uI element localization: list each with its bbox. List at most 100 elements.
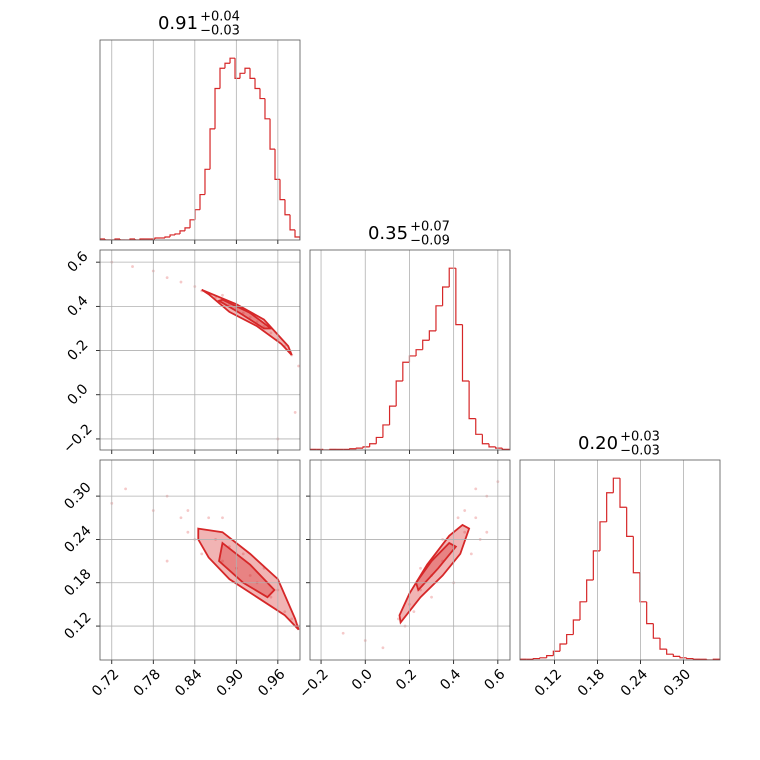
- sample-point: [419, 566, 422, 570]
- hist-step: [448, 267, 456, 287]
- hist-step: [532, 657, 540, 660]
- y-tick-label: 0.24: [61, 523, 94, 556]
- x-tick-label: 0.24: [618, 666, 651, 699]
- hist-step: [284, 199, 291, 216]
- x-tick-label: 0.78: [131, 666, 164, 699]
- title-upper: +0.04: [200, 10, 240, 25]
- hist-step: [199, 193, 205, 210]
- hist-step: [672, 654, 680, 657]
- x-tick-label: 0.30: [661, 666, 694, 699]
- panel-frame: [99, 459, 301, 661]
- hist-step: [408, 355, 417, 363]
- hist-step: [646, 601, 654, 625]
- sample-point: [131, 265, 134, 268]
- hist-step: [592, 550, 600, 580]
- panel-plot: [310, 267, 510, 450]
- hist-step: [659, 638, 667, 650]
- hist-step: [566, 633, 574, 644]
- panel-frame: [309, 249, 511, 451]
- x-tick-label: 0.6: [481, 666, 508, 693]
- hist-step: [224, 62, 231, 69]
- sample-point: [469, 552, 473, 556]
- hist-step: [539, 657, 547, 659]
- hist-step: [579, 601, 587, 620]
- hist-step: [239, 72, 245, 79]
- x-tick-label: 0.4: [437, 666, 464, 693]
- sample-point: [221, 293, 224, 297]
- sample-point: [269, 595, 273, 599]
- panel-frame: [99, 249, 301, 451]
- sample-point: [381, 646, 385, 650]
- title-lower: −0.09: [410, 234, 450, 249]
- y-tick-label: 0.4: [64, 293, 91, 320]
- contour: [216, 298, 274, 330]
- sample-point: [474, 487, 478, 491]
- sample-point: [165, 559, 169, 563]
- hist-step: [652, 623, 660, 639]
- hist-step: [349, 448, 357, 450]
- hist-step: [254, 78, 260, 90]
- sample-point: [241, 552, 245, 556]
- hist-step: [546, 655, 554, 658]
- hist-step: [599, 521, 607, 551]
- panel-plot: [110, 487, 300, 631]
- y-tick-label: 0.6: [64, 249, 91, 276]
- hist-step: [219, 67, 225, 89]
- title-lower: −0.03: [200, 24, 240, 39]
- panel-plot: [341, 480, 500, 650]
- y-tick-label: 0.30: [61, 479, 94, 512]
- sample-point: [341, 631, 345, 635]
- hist-step: [274, 149, 280, 180]
- hist-step: [369, 443, 377, 447]
- panel-frame: [309, 459, 511, 661]
- sample-point: [214, 296, 217, 299]
- hist-step: [632, 536, 640, 574]
- hist-step: [209, 128, 216, 170]
- hist-step: [104, 238, 111, 240]
- sample-point: [474, 516, 478, 520]
- x-tick-label: 0.0: [349, 666, 376, 693]
- sample-point: [186, 509, 190, 512]
- hist-step: [214, 87, 220, 129]
- sample-point: [283, 610, 287, 614]
- hist-step: [279, 179, 285, 201]
- hist-step: [234, 58, 240, 79]
- hist-step: [572, 619, 580, 635]
- hist-step: [395, 380, 403, 407]
- panel-frame: [519, 459, 721, 661]
- hist-step: [259, 88, 265, 100]
- hist-step: [249, 68, 256, 79]
- sample-point: [248, 574, 252, 577]
- hist-step: [355, 447, 364, 449]
- sample-point: [165, 276, 169, 280]
- hist-step: [639, 572, 647, 603]
- sample-point: [269, 331, 273, 335]
- sample-point: [124, 487, 128, 491]
- hist-step: [428, 330, 436, 341]
- panel-plot: [520, 477, 720, 660]
- hist-step: [100, 238, 105, 240]
- sample-point: [297, 364, 300, 368]
- x-tick-label: 0.18: [575, 666, 608, 699]
- y-tick-label: 0.18: [61, 566, 94, 599]
- sample-point: [179, 516, 183, 520]
- hist-step: [468, 381, 476, 420]
- hist-step: [362, 446, 370, 449]
- contour: [218, 541, 276, 599]
- hist-step: [559, 643, 567, 652]
- hist-step: [706, 659, 714, 660]
- panel-title: 0.35: [368, 223, 408, 244]
- contour: [197, 527, 300, 631]
- hist-step: [322, 449, 330, 450]
- x-tick-label: 0.72: [89, 666, 122, 699]
- hist-step: [189, 219, 196, 228]
- hist-step: [488, 443, 496, 448]
- hist-step: [194, 209, 200, 220]
- hist-step: [169, 234, 176, 237]
- hist-step: [388, 405, 397, 425]
- hist-step: [164, 236, 171, 238]
- x-tick-label: 0.96: [255, 666, 288, 699]
- x-tick-label: 0.84: [172, 666, 205, 699]
- sample-point: [430, 595, 433, 599]
- panel-title: 0.91: [158, 13, 198, 34]
